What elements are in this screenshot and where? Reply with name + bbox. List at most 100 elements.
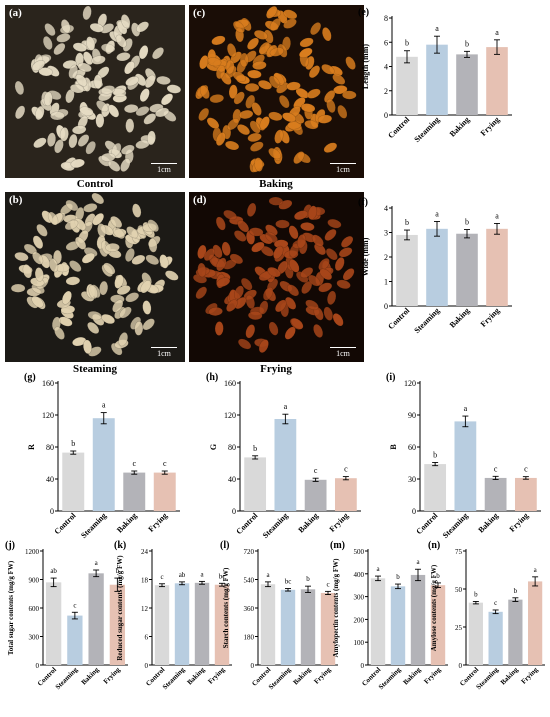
y-tick-label: 180	[244, 634, 255, 642]
grain	[317, 114, 333, 124]
y-tick-label: 0	[232, 507, 236, 516]
grain	[345, 56, 356, 70]
grain	[233, 91, 245, 105]
grain	[286, 81, 301, 91]
y-tick-label: 1200	[25, 548, 40, 556]
grain	[124, 61, 135, 75]
panel-label: (d)	[193, 194, 207, 206]
bar-steaming	[488, 611, 503, 665]
significance-letter: c	[524, 465, 528, 474]
grain	[103, 262, 116, 275]
grain	[293, 210, 309, 221]
grain	[246, 202, 257, 217]
bar-frying	[153, 472, 176, 511]
grain	[132, 203, 142, 218]
bar-steaming	[280, 589, 296, 665]
x-tick-label: Control	[386, 115, 412, 141]
grain	[81, 252, 95, 264]
x-tick-label: Baking	[448, 115, 472, 139]
panel-label: (b)	[9, 194, 23, 206]
grain	[69, 83, 85, 94]
grain	[269, 47, 284, 57]
grain	[22, 264, 32, 279]
bar-frying	[528, 581, 543, 665]
grain	[68, 64, 79, 79]
grain	[234, 296, 247, 310]
bar-control	[424, 464, 447, 511]
grain	[46, 132, 57, 147]
bar-frying	[514, 477, 537, 511]
significance-letter: c	[314, 466, 318, 475]
grain	[332, 313, 344, 327]
grain	[321, 64, 335, 75]
grain	[100, 85, 116, 95]
photo-caption-steaming: Steaming	[73, 363, 117, 375]
significance-letter: b	[306, 575, 310, 583]
grain	[325, 248, 338, 261]
bar-control	[370, 578, 386, 665]
chart-j: 0 300 600 900 1200 (j) Total sugar contents (m…	[5, 540, 128, 691]
grain	[269, 18, 281, 32]
grain	[305, 299, 319, 311]
grain	[140, 280, 152, 294]
x-tick-label: Steaming	[161, 665, 187, 691]
grain	[216, 277, 231, 288]
significance-letter: a	[376, 565, 380, 573]
photo-baking: (c) 1cm	[189, 5, 364, 178]
grain	[223, 209, 237, 220]
bar-control	[260, 584, 276, 665]
grain	[324, 228, 337, 241]
grain	[288, 225, 299, 240]
grain	[155, 107, 170, 118]
grain	[206, 117, 220, 129]
scale-bar-label: 1cm	[336, 165, 350, 174]
grain	[237, 338, 252, 350]
grain	[249, 120, 261, 134]
significance-letter: b	[253, 444, 257, 453]
grain	[120, 158, 131, 172]
x-tick-label: Frying	[312, 665, 332, 685]
grain	[91, 192, 105, 205]
grain	[227, 118, 240, 131]
y-tick-label: 2	[384, 253, 388, 262]
y-tick-label: 0	[36, 662, 40, 670]
grain	[142, 318, 155, 331]
grain	[82, 5, 92, 21]
photo-control: (a) 1cm	[5, 5, 185, 178]
significance-letter: c	[160, 573, 163, 581]
grain	[89, 22, 104, 33]
grain	[275, 299, 287, 313]
photo-caption-control: Control	[76, 178, 114, 190]
grain	[237, 220, 250, 233]
y-tick-label: 0	[384, 111, 388, 120]
grain	[283, 18, 297, 29]
y-tick-label: 75	[455, 548, 463, 556]
x-tick-label: Steaming	[412, 306, 441, 335]
grain	[146, 130, 156, 146]
panel-label: (c)	[193, 7, 206, 19]
significance-letter: a	[102, 401, 106, 410]
significance-letter: b	[405, 218, 409, 227]
y-tick-label: 100	[354, 639, 365, 647]
significance-letter: a	[495, 211, 499, 220]
grain	[71, 125, 87, 135]
grain	[124, 248, 135, 262]
grain	[268, 196, 284, 206]
y-tick-label: 120	[224, 411, 236, 420]
significance-letter: a	[495, 28, 499, 37]
grain	[245, 294, 255, 309]
panel-label: (g)	[24, 372, 36, 383]
grain	[160, 93, 174, 106]
grain	[251, 241, 265, 253]
panel-label: (h)	[206, 372, 218, 383]
grain	[299, 37, 314, 48]
grain	[268, 75, 281, 89]
grain	[318, 258, 330, 271]
y-tick-label: 6	[145, 634, 149, 642]
grain	[332, 73, 346, 85]
grain	[226, 299, 238, 312]
x-tick-label: Baking	[476, 511, 500, 535]
scale-bar: 1cm	[330, 163, 356, 174]
bar-frying	[430, 585, 446, 665]
x-tick-label: Control	[234, 511, 260, 537]
